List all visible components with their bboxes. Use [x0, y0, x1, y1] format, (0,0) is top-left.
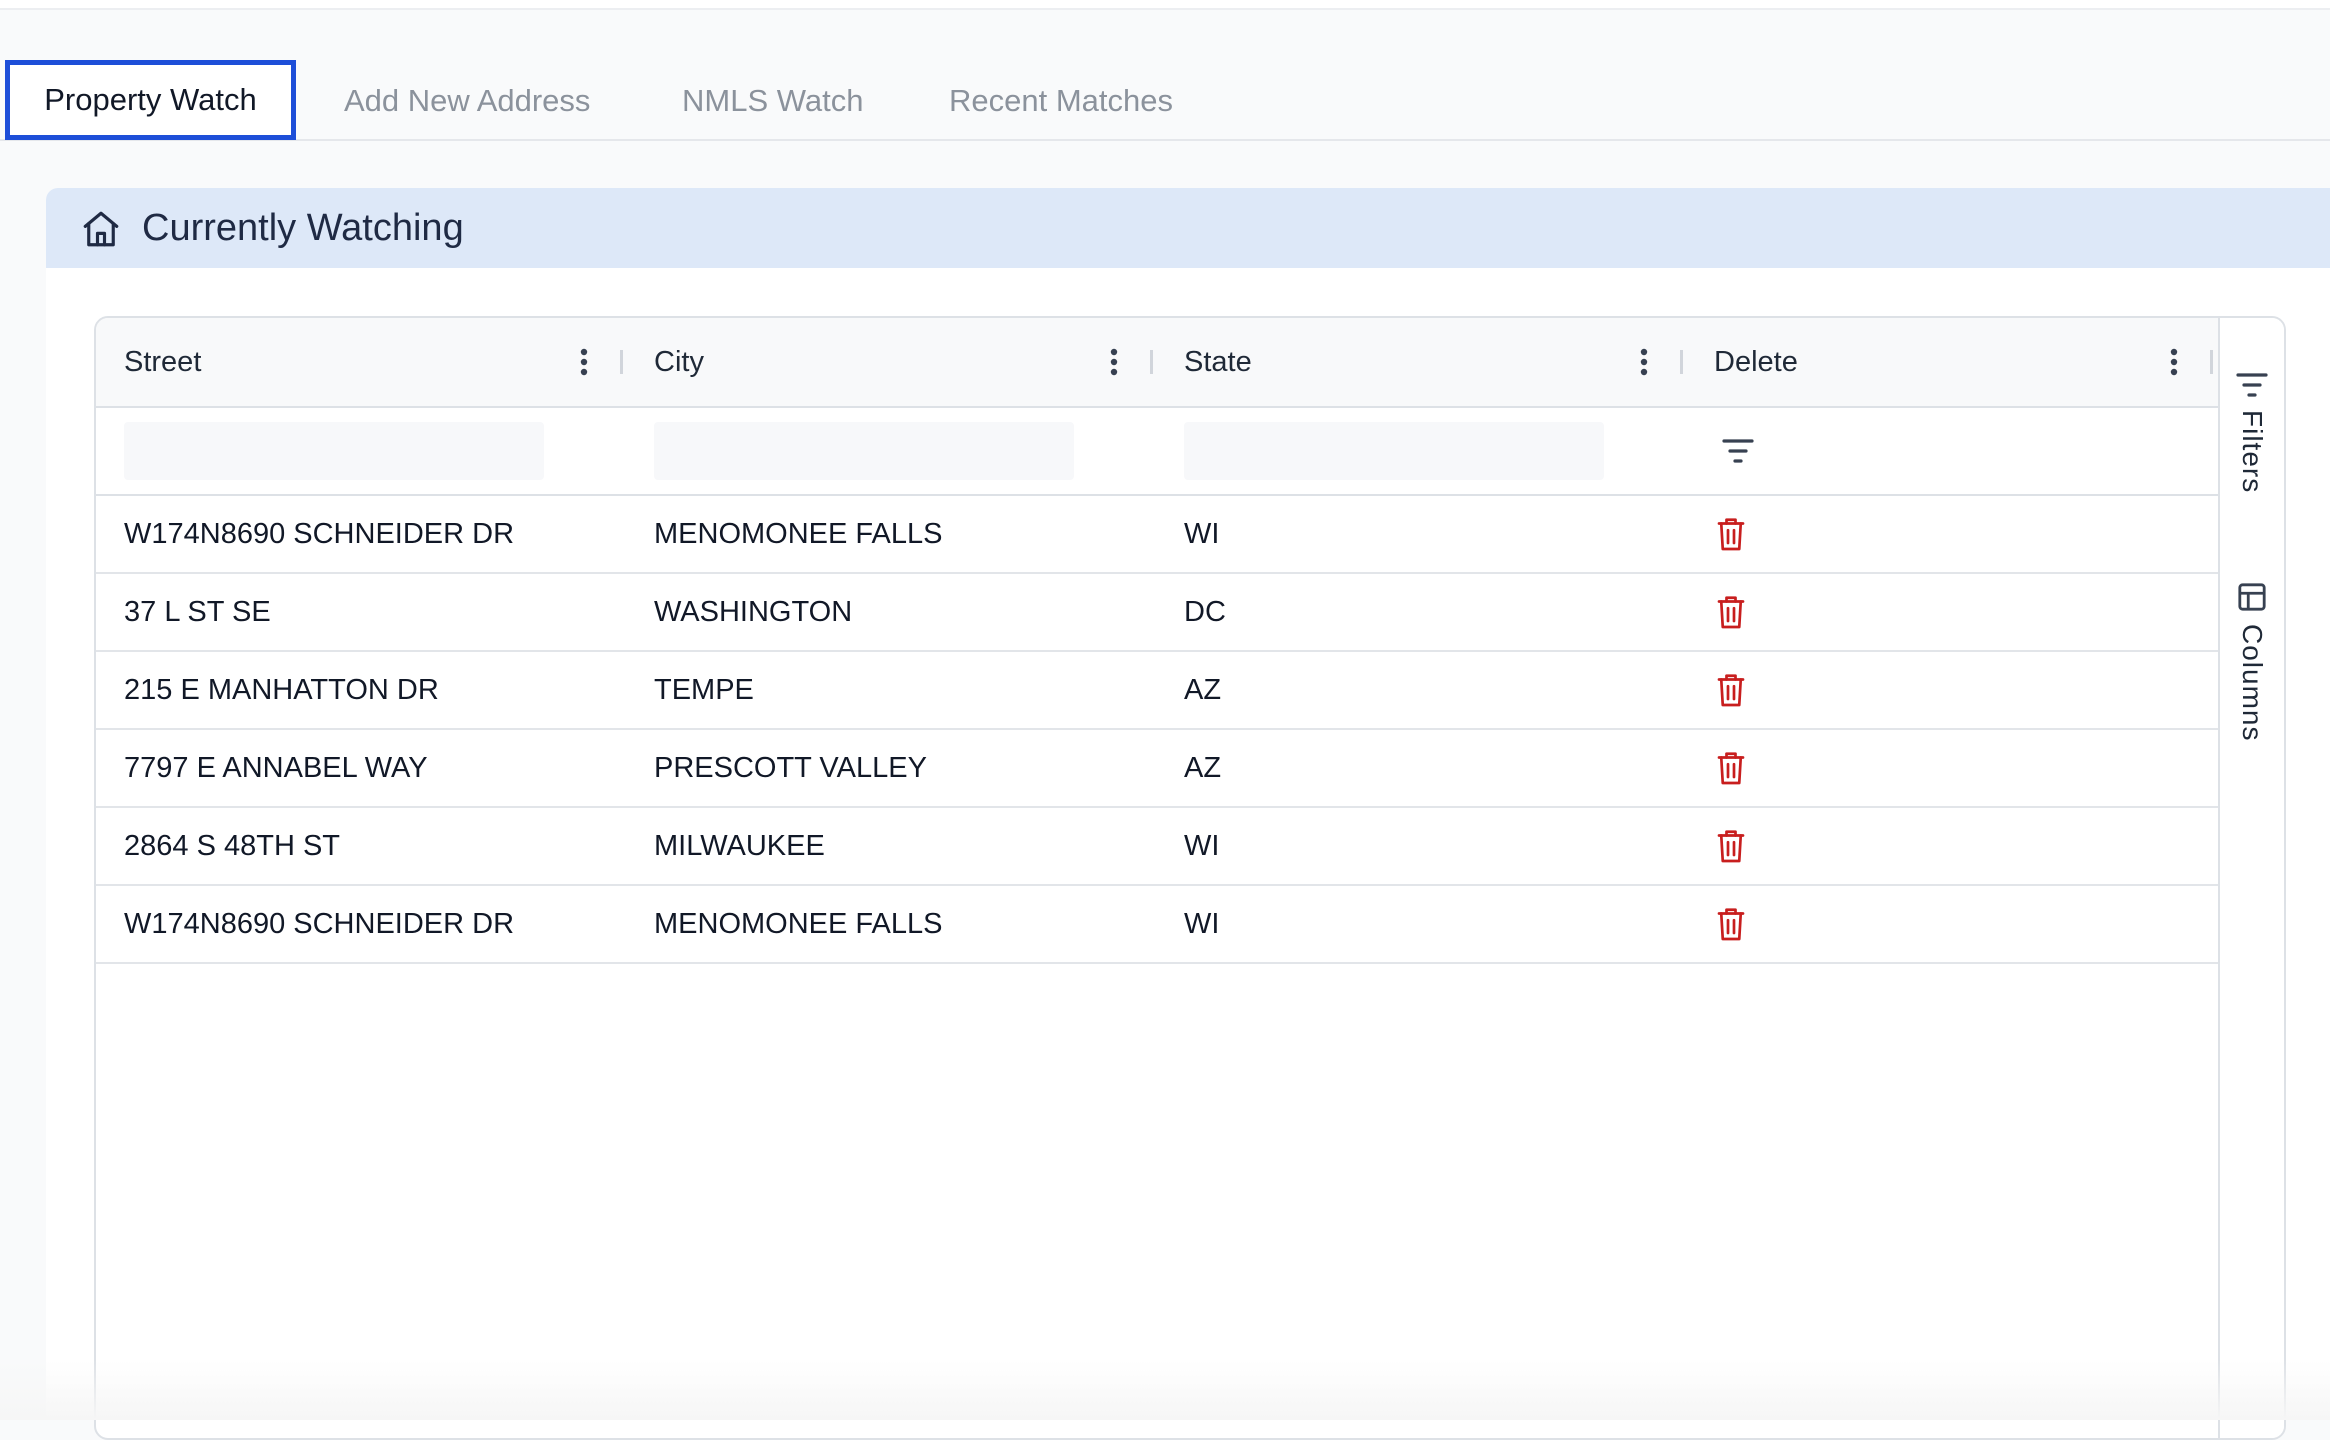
street-cell: 37 L ST SE — [124, 596, 271, 628]
column-label-street: Street — [124, 346, 202, 378]
street-cell: W174N8690 SCHNEIDER DR — [124, 908, 515, 940]
city-cell: MENOMONEE FALLS — [654, 908, 943, 940]
tab-bar: Property Watch Add New Address NMLS Watc… — [0, 60, 2330, 141]
column-label-state: State — [1184, 346, 1252, 378]
tab-property-watch[interactable]: Property Watch — [5, 60, 296, 140]
filters-label: Filters — [2237, 410, 2268, 494]
city-cell: WASHINGTON — [654, 596, 853, 628]
column-menu-icon[interactable] — [1639, 348, 1649, 376]
trash-icon[interactable] — [1716, 828, 1746, 864]
side-tool-bar: Filters Columns — [2220, 318, 2284, 1438]
column-menu-icon[interactable] — [579, 348, 589, 376]
tab-nmls-watch[interactable]: NMLS Watch — [682, 83, 864, 118]
trash-icon[interactable] — [1716, 672, 1746, 708]
columns-label: Columns — [2237, 624, 2268, 742]
trash-icon[interactable] — [1716, 516, 1746, 552]
street-cell: 7797 E ANNABEL WAY — [124, 752, 428, 784]
table-row[interactable]: 215 E MANHATTON DR TEMPE AZ — [96, 652, 2218, 730]
filters-side-button[interactable]: Filters — [2220, 358, 2284, 518]
columns-icon — [2238, 583, 2266, 611]
column-header-delete[interactable]: Delete — [1686, 318, 2218, 406]
column-label-city: City — [654, 346, 704, 378]
table-row[interactable]: 7797 E ANNABEL WAY PRESCOTT VALLEY AZ — [96, 730, 2218, 808]
column-separator[interactable] — [1150, 350, 1153, 374]
watch-grid: Street City State Delete — [94, 316, 2286, 1440]
grid-header-row: Street City State Delete — [96, 318, 2218, 408]
state-cell: DC — [1184, 596, 1226, 628]
trash-icon[interactable] — [1716, 750, 1746, 786]
street-cell: 215 E MANHATTON DR — [124, 674, 439, 706]
column-header-city[interactable]: City — [626, 318, 1156, 406]
city-filter-input[interactable] — [654, 422, 1074, 480]
state-filter-input[interactable] — [1184, 422, 1604, 480]
street-cell: W174N8690 SCHNEIDER DR — [124, 518, 515, 550]
panel-title: Currently Watching — [142, 207, 464, 249]
city-cell: PRESCOTT VALLEY — [654, 752, 927, 784]
grid-main: Street City State Delete — [96, 318, 2220, 1438]
column-menu-icon[interactable] — [2169, 348, 2179, 376]
trash-icon[interactable] — [1716, 906, 1746, 942]
column-header-state[interactable]: State — [1156, 318, 1686, 406]
filter-icon[interactable] — [1722, 436, 1754, 466]
state-cell: AZ — [1184, 752, 1222, 784]
street-filter-input[interactable] — [124, 422, 544, 480]
city-cell: MENOMONEE FALLS — [654, 518, 943, 550]
panel-header: Currently Watching — [46, 188, 2330, 268]
city-cell: TEMPE — [654, 674, 754, 706]
home-icon — [83, 211, 119, 247]
tab-recent-matches[interactable]: Recent Matches — [949, 83, 1173, 118]
column-separator[interactable] — [2210, 350, 2213, 374]
column-header-street[interactable]: Street — [96, 318, 626, 406]
grid-filter-row — [96, 408, 2218, 496]
state-cell: WI — [1184, 518, 1220, 550]
grid-body: W174N8690 SCHNEIDER DR MENOMONEE FALLS W… — [96, 496, 2218, 964]
column-separator[interactable] — [1680, 350, 1683, 374]
trash-icon[interactable] — [1716, 594, 1746, 630]
filter-icon — [2236, 373, 2268, 397]
state-cell: WI — [1184, 908, 1220, 940]
city-cell: MILWAUKEE — [654, 830, 825, 862]
column-separator[interactable] — [620, 350, 623, 374]
tab-add-new-address[interactable]: Add New Address — [344, 83, 591, 118]
table-row[interactable]: 2864 S 48TH ST MILWAUKEE WI — [96, 808, 2218, 886]
state-cell: AZ — [1184, 674, 1222, 706]
top-border — [0, 0, 2330, 10]
state-cell: WI — [1184, 830, 1220, 862]
column-label-delete: Delete — [1714, 346, 1798, 378]
table-row[interactable]: 37 L ST SE WASHINGTON DC — [96, 574, 2218, 652]
table-row[interactable]: W174N8690 SCHNEIDER DR MENOMONEE FALLS W… — [96, 496, 2218, 574]
street-cell: 2864 S 48TH ST — [124, 830, 340, 862]
column-menu-icon[interactable] — [1109, 348, 1119, 376]
columns-side-button[interactable]: Columns — [2220, 572, 2284, 762]
table-row[interactable]: W174N8690 SCHNEIDER DR MENOMONEE FALLS W… — [96, 886, 2218, 964]
